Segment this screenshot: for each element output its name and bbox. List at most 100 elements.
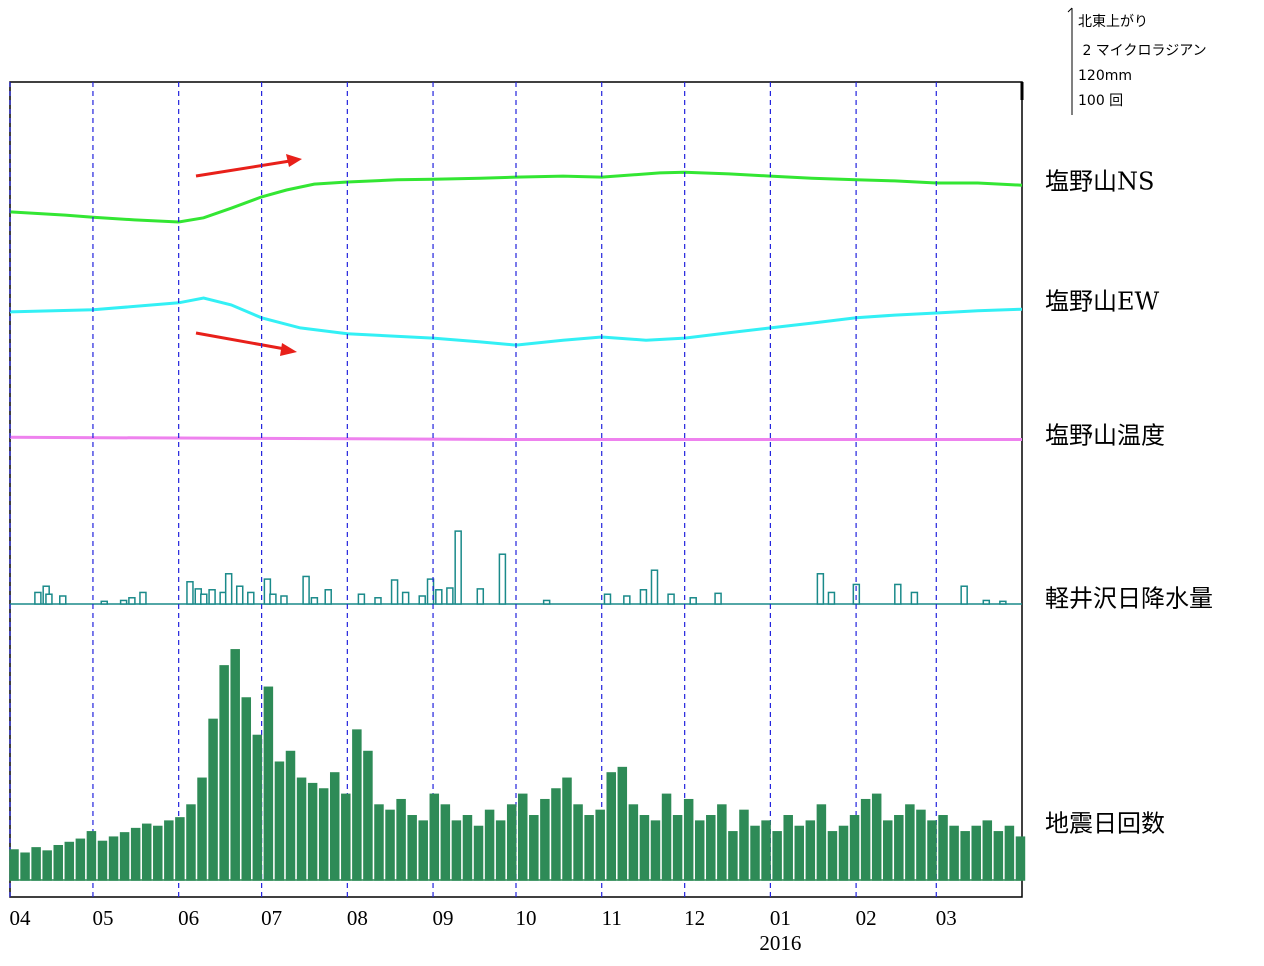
scale-bar-tip [1067,7,1073,13]
trend-arrow-head [280,343,297,356]
bar [960,831,970,881]
scale-rain: 120mm [1078,68,1132,84]
bar [683,798,694,881]
bar [451,820,462,881]
bar [667,593,675,605]
bar [310,597,319,605]
bar [595,809,605,881]
bar [905,804,915,881]
trend-arrow-head [286,154,302,167]
bar [838,825,849,881]
bar [119,832,130,881]
panel-label: 塩野山EW [1045,288,1160,316]
x-tick-label: 06 [178,906,199,930]
bar [247,591,255,605]
scale-direction: 北東上がり [1078,14,1148,30]
bar [498,553,507,605]
bar [518,793,528,881]
bar [418,595,426,605]
bar [860,798,871,881]
bar [285,750,296,881]
x-tick-label: 12 [684,906,705,930]
bar [506,804,517,881]
bar [280,595,288,605]
bar [341,793,351,881]
bar [661,793,672,881]
bar [119,599,128,605]
x-year-label: 2016 [759,931,801,955]
bar [230,649,240,881]
bar [650,569,659,605]
bar [971,825,981,881]
bar [916,809,926,881]
bar [274,761,285,881]
bar [141,823,152,881]
bar [714,592,722,605]
bar [672,815,683,881]
bar [639,815,650,881]
bar [694,820,705,881]
bar [208,589,216,605]
bar [827,591,836,605]
bar [805,820,816,881]
bar [302,575,310,605]
bar [542,599,551,605]
bar [296,777,307,881]
bar [307,782,318,881]
bar [728,831,738,881]
bar [484,809,495,881]
bar [993,831,1004,881]
bar [739,809,749,881]
bar [882,820,893,881]
bar [476,588,485,605]
panel-label: 塩野山NS [1045,168,1154,196]
bar [64,841,75,881]
bar [717,804,727,881]
x-tick-label: 05 [92,906,113,930]
bar [31,847,41,881]
bar [324,589,332,605]
bar [617,766,628,881]
scale-quake: 100 回 [1078,93,1123,109]
bar [551,788,561,881]
bar [689,597,697,605]
bar [982,820,993,881]
bar [706,815,716,881]
bar [252,734,263,881]
bar [42,850,52,881]
bar [374,597,382,605]
bar [429,793,440,881]
bar [197,777,207,881]
bar [20,852,30,881]
bar [999,600,1007,605]
bar [100,600,108,605]
panel-label: 地震日回数 [1045,810,1165,838]
bar [108,836,119,881]
bar [894,583,902,605]
bar [794,825,805,881]
bar [462,815,473,881]
bar [407,815,417,881]
x-tick-label: 11 [602,906,622,930]
bar [329,772,340,881]
bar [927,820,937,881]
bar [426,578,435,605]
bar [982,599,991,605]
bar [910,591,919,605]
series-line [9,435,1022,441]
bar [454,530,462,605]
bar [473,825,484,881]
bar [761,820,771,881]
bar [9,849,19,881]
bar [130,827,141,881]
x-tick-label: 04 [10,906,32,930]
bar [1015,836,1026,881]
bar [164,820,174,881]
bar [650,820,661,881]
bar [562,777,572,881]
bar [938,815,948,881]
bar [175,817,185,881]
bar [97,840,108,881]
